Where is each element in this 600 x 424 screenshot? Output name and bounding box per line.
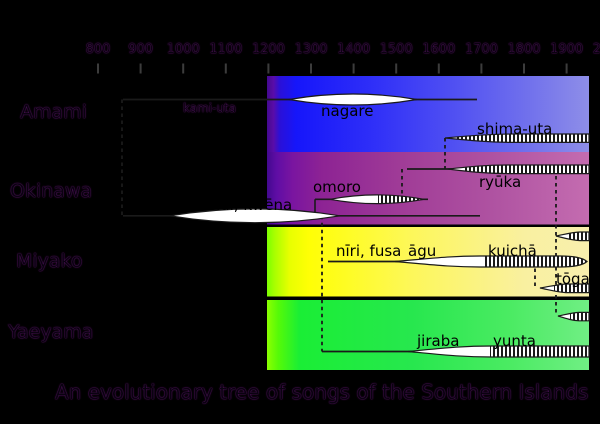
axis-year: 1800 — [507, 42, 541, 57]
genre-label-omoro: omoro — [313, 178, 361, 196]
axis-year: 1700 — [464, 42, 498, 57]
genre-label-nagare: nagare — [321, 102, 374, 120]
axis-year: 2000 — [592, 42, 600, 57]
axis-year: 1400 — [337, 42, 371, 57]
axis-ticks — [97, 63, 568, 74]
axis-year: 900 — [128, 42, 153, 57]
genre-label-ryuka: ryūka — [479, 173, 522, 191]
axis-year: 800 — [85, 42, 111, 57]
axis-year: 1200 — [251, 42, 285, 57]
spindles — [169, 93, 590, 358]
genre-label-togani: tōgani — [556, 270, 600, 288]
region-label-okinawa: Okinawa — [10, 180, 93, 202]
region-label-amami: Amami — [20, 101, 87, 123]
diagram-caption: An evolutionary tree of songs of the Sou… — [55, 380, 589, 404]
nagare-spindle — [288, 93, 418, 106]
axis-year: 1500 — [379, 42, 413, 57]
genre-label-umui-kwena: umui, kwēna — [196, 196, 293, 214]
yaeyama-band — [267, 300, 589, 370]
genre-label-kuicha: kuichā — [488, 242, 537, 260]
umui-kwena-spindle — [169, 208, 341, 224]
genre-label-kami-uta: kami-uta — [183, 101, 237, 115]
genre-label-shima-uta: shima-uta — [477, 120, 553, 138]
region-label-miyako: Miyako — [16, 250, 83, 272]
axis-year: 1600 — [422, 42, 456, 57]
axis-year: 1300 — [294, 42, 328, 57]
genre-label-yunta: yunta — [493, 332, 536, 350]
genre-label-niri-fusa: nīri, fusa — [336, 242, 402, 260]
axis-year: 1900 — [550, 42, 584, 57]
region-label-yaeyama: Yaeyama — [8, 321, 94, 343]
genre-label-jiraba: jiraba — [417, 332, 460, 350]
axis-year: 1100 — [209, 42, 243, 57]
axis-year: 1000 — [166, 42, 200, 57]
genre-label-agu: āgu — [408, 242, 437, 260]
